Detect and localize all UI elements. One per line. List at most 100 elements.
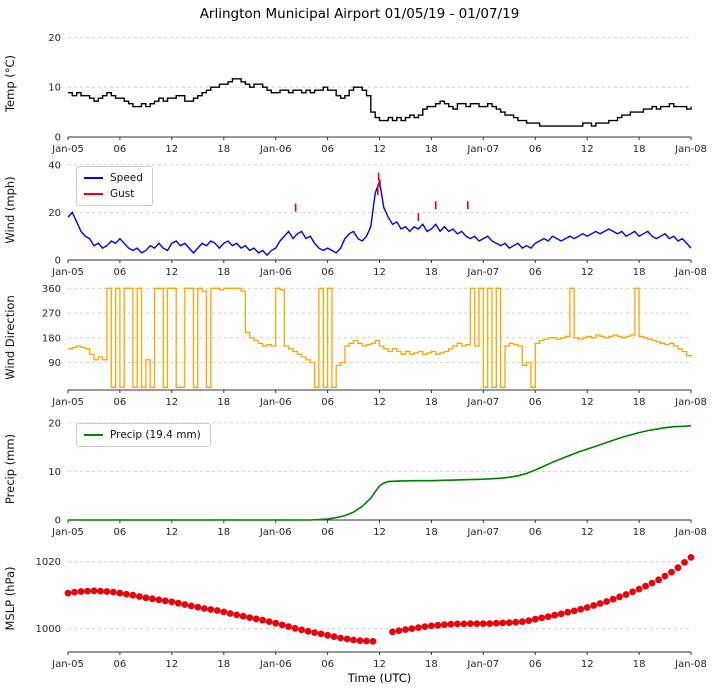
x-tick-label: Jan-05 — [51, 267, 84, 278]
mslp-point — [467, 620, 474, 627]
mslp-point — [278, 621, 286, 629]
mslp-point — [629, 588, 636, 596]
y-tick-label: 360 — [42, 285, 61, 295]
x-tick-label: Jan-06 — [259, 527, 292, 538]
mslp-point — [350, 636, 357, 644]
mslp-point — [428, 622, 435, 630]
mslp-point — [460, 620, 468, 628]
mslp-point — [454, 620, 461, 628]
chart-title: Arlington Municipal Airport 01/05/19 - 0… — [199, 6, 520, 22]
x-tick-label: 18 — [217, 144, 230, 155]
legend-label-precip: Precip (19.4 mm) — [110, 429, 201, 441]
subplot-temperature: 0 10 20 Jan-05 06 12 18 Jan-06 06 12 18 Jan-07 06 12 1… — [3, 33, 707, 155]
mslp-point — [330, 633, 338, 640]
y-tick-label: 90 — [48, 358, 61, 369]
mslp-point — [64, 589, 72, 597]
mslp-point — [447, 620, 455, 628]
mslp-point — [194, 603, 202, 611]
y-tick-label: 0 — [55, 256, 61, 267]
x-tick-label: 06 — [114, 267, 127, 278]
y-tick-label: 40 — [48, 160, 61, 171]
x-tick-label: 06 — [529, 267, 542, 278]
mslp-point — [499, 619, 507, 627]
mslp-point — [570, 607, 578, 615]
mslp-point — [441, 621, 448, 628]
mslp-point — [103, 588, 111, 595]
x-tick-label: 18 — [425, 144, 438, 155]
x-tick-label: 12 — [165, 144, 178, 155]
mslp-point — [272, 619, 280, 627]
x-tick-label: 18 — [217, 527, 230, 538]
subplot-wind: 0 20 40 Jan-05 06 12 18 Jan-06 06 12 18 Jan-07 06 12 1… — [3, 160, 707, 278]
x-tick-label: 18 — [217, 267, 230, 278]
x-tick-label: 18 — [425, 659, 438, 670]
mslp-point — [110, 588, 117, 596]
x-tick-label: Jan-08 — [674, 659, 707, 670]
x-tick-label: 12 — [165, 397, 178, 408]
mslp-point — [661, 572, 669, 580]
x-tick-label: 06 — [321, 659, 334, 670]
legend-entry-speed: Speed — [84, 170, 143, 186]
mslp-point — [181, 601, 189, 608]
x-tick-label: 18 — [217, 397, 230, 408]
mslp-point — [668, 568, 675, 576]
x-tick-label: 18 — [425, 397, 438, 408]
x-tick-label: 12 — [373, 659, 386, 670]
x-tick-label: 06 — [529, 659, 542, 670]
mslp-point — [402, 626, 409, 633]
mslp-point — [473, 620, 481, 627]
x-tick-label: Jan-05 — [51, 527, 84, 538]
mslp-point — [226, 610, 234, 617]
x-tick-label: Jan-06 — [259, 144, 292, 155]
mslp-point — [155, 596, 163, 604]
x-tick-label: 06 — [114, 397, 127, 408]
x-tick-label: Jan-06 — [259, 397, 292, 408]
mslp-point — [622, 591, 630, 598]
mslp-point — [505, 619, 513, 626]
y-tick-label: 0 — [55, 516, 61, 527]
x-tick-label: 18 — [425, 267, 438, 278]
mslp-point — [609, 595, 617, 603]
x-tick-label: Jan-06 — [259, 267, 292, 278]
x-tick-label: 12 — [165, 527, 178, 538]
x-tick-label: 12 — [373, 144, 386, 155]
mslp-point — [655, 576, 662, 584]
mslp-point — [538, 614, 546, 622]
mslp-point — [84, 587, 91, 595]
x-tick-label: 06 — [529, 527, 542, 538]
mslp-point — [369, 637, 377, 645]
mslp-point — [544, 613, 552, 620]
mslp-point — [233, 611, 241, 619]
mslp-point — [324, 631, 331, 639]
mslp-point — [71, 588, 78, 596]
speed-line-swatch — [84, 177, 103, 179]
mslp-point — [252, 615, 260, 623]
mslp-point — [642, 582, 649, 590]
mslp-point — [142, 594, 150, 602]
y-axis-label: Precip (mm) — [3, 434, 17, 504]
subplot-wind-direction: 90 180 270 360 Jan-05 06 12 18 Jan-06 06 12 18 Jan-0… — [3, 285, 707, 408]
x-tick-label: Jan-05 — [51, 144, 84, 155]
mslp-point — [136, 593, 143, 600]
precip-line — [68, 425, 692, 521]
x-tick-label: 12 — [373, 527, 386, 538]
mslp-point — [583, 604, 591, 611]
x-tick-label: Jan-07 — [466, 397, 499, 408]
x-tick-label: Jan-08 — [674, 144, 707, 155]
legend-entry-gust: Gust — [84, 186, 143, 202]
x-tick-label: 18 — [633, 144, 646, 155]
mslp-point — [479, 620, 487, 627]
mslp-point — [590, 602, 598, 609]
mslp-point — [246, 614, 254, 621]
x-tick-label: 12 — [373, 397, 386, 408]
x-tick-label: 12 — [165, 267, 178, 278]
mslp-point — [90, 587, 98, 595]
x-tick-label: 18 — [633, 527, 646, 538]
y-tick-label: 180 — [42, 333, 61, 344]
mslp-point — [149, 595, 156, 603]
x-tick-label: Jan-08 — [674, 397, 707, 408]
mslp-point — [304, 627, 312, 635]
y-tick-label: 270 — [42, 309, 61, 320]
mslp-point — [356, 637, 364, 644]
x-tick-label: 12 — [581, 144, 594, 155]
